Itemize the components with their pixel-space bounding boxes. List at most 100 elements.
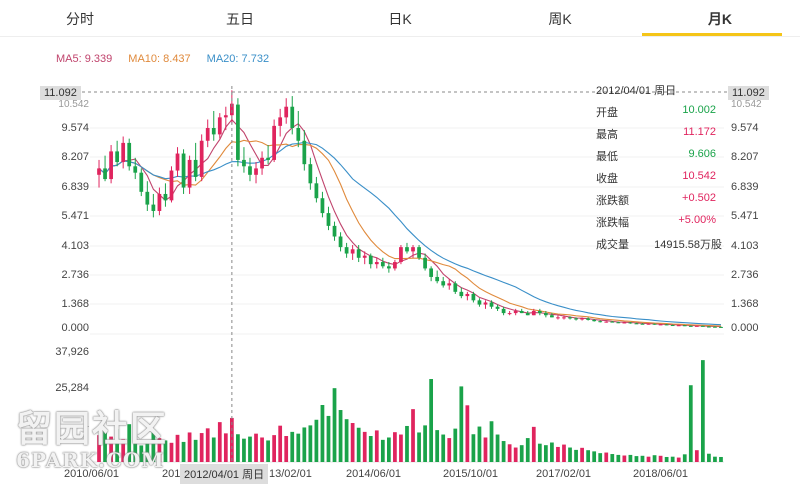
volume-bar (217, 422, 222, 462)
candle (713, 326, 717, 328)
candle-body (465, 293, 470, 297)
volume-bar (652, 455, 657, 462)
volume-bar (223, 433, 228, 462)
volume-bar (688, 385, 693, 462)
volume-bar (719, 456, 723, 462)
candle (302, 130, 307, 171)
ma20-value: 7.732 (241, 53, 270, 65)
volume-bar (423, 425, 427, 462)
price-tick-left: 4.103 (61, 240, 89, 252)
candle-body (543, 313, 548, 316)
volume-bar (151, 429, 156, 462)
candle (211, 110, 216, 141)
candle-body (453, 283, 458, 292)
volume-bar (713, 456, 717, 462)
tab-monthly-k[interactable]: 月K (640, 0, 800, 36)
candle (139, 168, 144, 197)
volume-bar (139, 445, 144, 462)
volume-bar (248, 436, 252, 462)
candle-body (676, 325, 681, 327)
candle-body (622, 322, 627, 324)
volume-bar (326, 415, 331, 462)
candle (356, 245, 361, 263)
candle (646, 323, 651, 325)
price-tick-right: 0.000 (731, 322, 759, 334)
candle-body (175, 153, 180, 171)
candle (568, 316, 572, 320)
candle-body (592, 319, 597, 322)
volume-bar (332, 388, 337, 462)
candle (205, 119, 210, 148)
candle-body (278, 117, 283, 126)
x-tick: 2010/06/01 (64, 468, 120, 480)
volume-bar (598, 453, 603, 462)
crosshair-price-tag-right: 11.092 (728, 86, 769, 100)
price-tick-left: 6.839 (61, 181, 89, 193)
volume-bar (519, 445, 524, 462)
candle-body (205, 128, 210, 141)
volume-bar (229, 417, 234, 462)
info-value: 11.172 (683, 126, 716, 138)
volume-bar (550, 442, 554, 462)
candle-body (229, 103, 234, 116)
candle-body (441, 281, 446, 286)
tab-weekly-k[interactable]: 周K (548, 11, 572, 27)
tab-daily-k[interactable]: 日K (388, 11, 412, 27)
candle (163, 183, 168, 207)
volume-bar (574, 449, 578, 462)
candle (115, 140, 120, 167)
candle (133, 157, 138, 180)
candle (393, 259, 397, 271)
candle (127, 138, 132, 171)
candle (380, 257, 385, 269)
candle (586, 317, 591, 321)
candle (254, 162, 258, 184)
ma-legend: MA5: 9.339 MA10: 8.437 MA20: 7.732 (56, 53, 269, 65)
info-value: +0.502 (682, 192, 716, 204)
volume-bar (266, 440, 270, 462)
watermark: 留园社区 6PARK.COM (16, 400, 168, 472)
candle (652, 323, 657, 325)
candle (181, 149, 186, 194)
candle-body (314, 183, 319, 199)
candle-body (254, 168, 258, 175)
candle (598, 320, 603, 323)
tab-five-day[interactable]: 五日 (226, 11, 254, 27)
candle (610, 320, 615, 323)
volume-bar (562, 444, 566, 462)
candle (320, 191, 325, 218)
candle-body (362, 255, 367, 258)
volume-bar (338, 410, 343, 462)
candle (580, 317, 584, 321)
volume-bar (580, 447, 584, 462)
ma10-legend: MA10: 8.437 (128, 53, 190, 65)
candle (640, 323, 645, 325)
volume-bar (694, 450, 699, 462)
candle-body (115, 151, 120, 163)
candle-body (121, 142, 126, 163)
volume-bar (205, 428, 210, 462)
candle (465, 291, 470, 301)
info-row-high: 最高 11.172 (596, 126, 716, 142)
candle (507, 310, 512, 316)
candle (278, 108, 283, 137)
candle-body (580, 318, 584, 320)
candle-body (586, 318, 591, 320)
candle-body (350, 249, 355, 254)
candle-body (380, 262, 385, 267)
candle (332, 221, 337, 241)
volume-bar (344, 419, 349, 462)
candle-body (338, 236, 343, 248)
price-tick-right: 1.368 (731, 298, 759, 310)
volume-bar (604, 452, 609, 462)
volume-bar (260, 437, 264, 462)
candle-body (217, 117, 222, 135)
candle (417, 245, 421, 260)
candle (495, 304, 500, 311)
candle (513, 308, 518, 316)
candle-body (525, 313, 530, 316)
candle-body (145, 191, 150, 205)
volume-bar (362, 431, 367, 462)
tab-intraday[interactable]: 分时 (66, 11, 94, 27)
